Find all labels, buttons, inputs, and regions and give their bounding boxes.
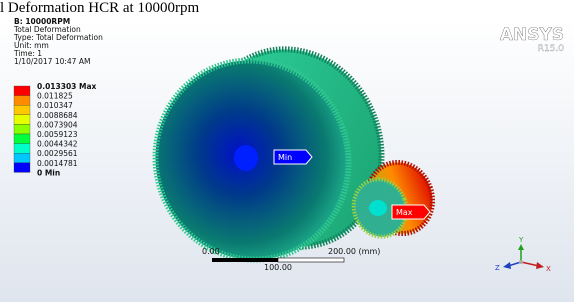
- result-line: 1/10/2017 10:47 AM: [14, 57, 90, 66]
- screenshot: l Deformation HCR at 10000rpm Min Max B:…: [0, 0, 574, 302]
- max-label: Max: [396, 208, 413, 217]
- legend-label: 0.010347: [37, 101, 73, 110]
- legend-swatch: [14, 124, 30, 134]
- version: R15.0: [538, 44, 565, 54]
- legend-label: 0 Min: [37, 168, 60, 177]
- x-axis-label: X: [546, 265, 551, 273]
- legend-label: 0.013303 Max: [37, 82, 97, 91]
- legend-label: 0.0014781: [37, 159, 78, 168]
- legend-label: 0.0029561: [37, 149, 78, 158]
- legend-swatch: [14, 115, 30, 125]
- legend-swatch: [14, 96, 30, 106]
- legend-swatch: [14, 86, 30, 96]
- caption: l Deformation HCR at 10000rpm: [0, 0, 199, 16]
- y-axis-label: Y: [518, 236, 524, 244]
- scale-left: 0.00: [202, 247, 220, 256]
- legend-swatch: [14, 153, 30, 163]
- legend-label: 0.011825: [37, 92, 73, 101]
- logo: ANSYS: [500, 25, 564, 45]
- legend-swatch: [14, 134, 30, 144]
- legend-label: 0.0088684: [37, 111, 78, 120]
- legend-label: 0.0059123: [37, 130, 78, 139]
- legend-label: 0.0044342: [37, 140, 78, 149]
- scale-middle: 100.00: [264, 263, 292, 272]
- z-axis-label: Z: [495, 264, 500, 272]
- legend-label: 0.0073904: [37, 120, 78, 129]
- scale-right: 200.00 (mm): [328, 247, 380, 256]
- legend-swatch: [14, 105, 30, 115]
- legend-swatch: [14, 144, 30, 154]
- page: l Deformation HCR at 10000rpm Min Max B:…: [0, 0, 574, 302]
- legend-swatch: [14, 163, 30, 173]
- min-label: Min: [278, 153, 292, 162]
